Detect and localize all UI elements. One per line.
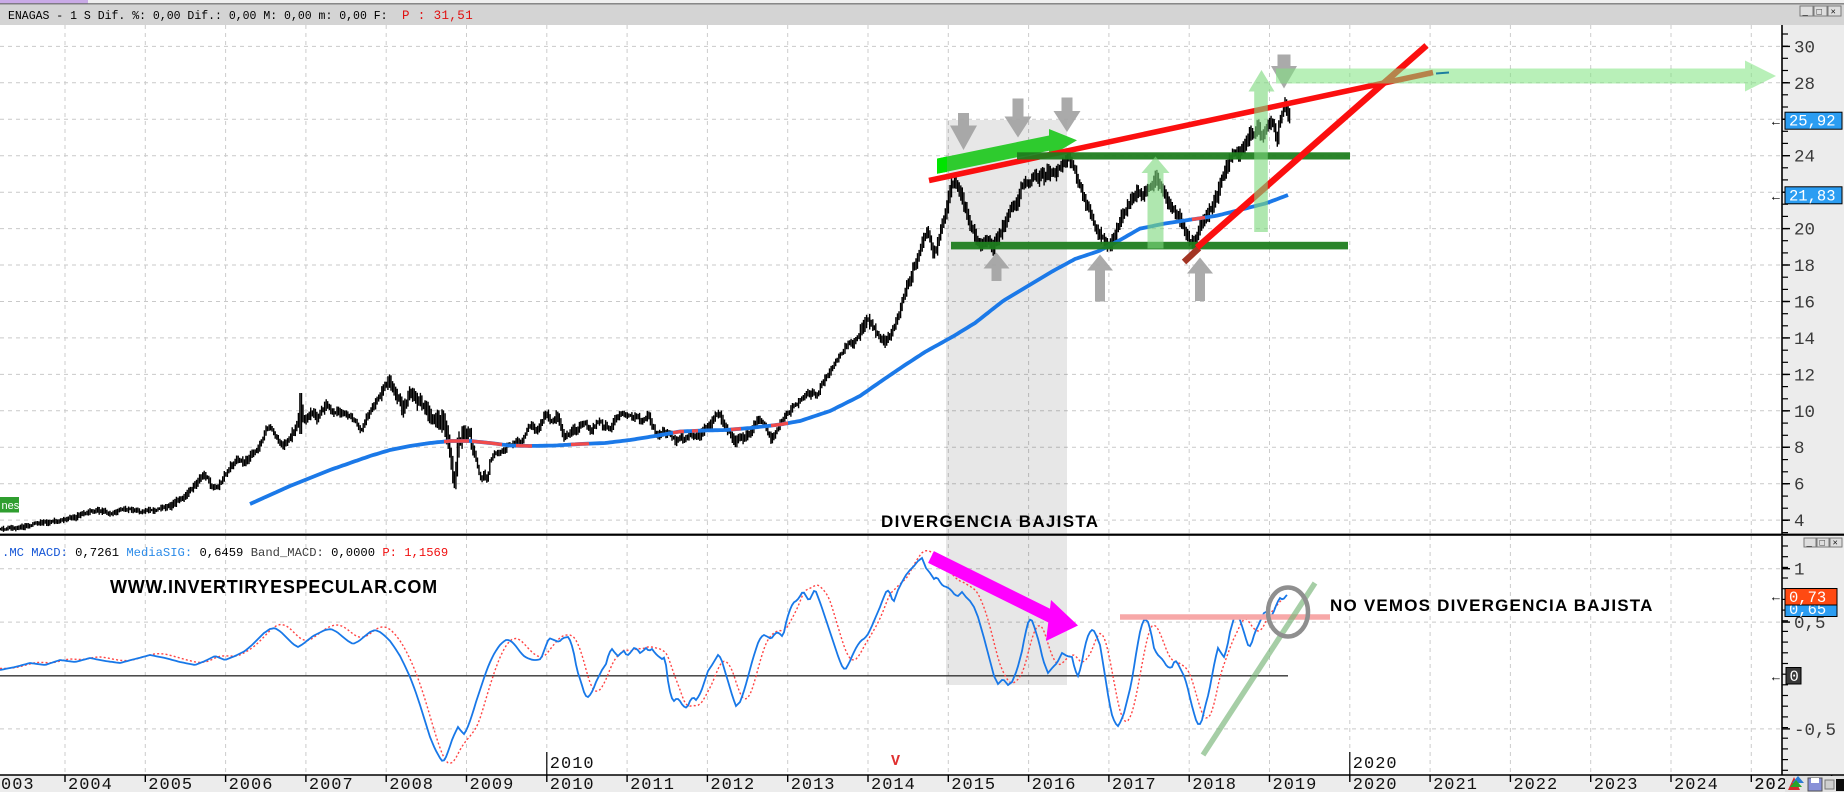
svg-text:□: □ — [1820, 539, 1826, 549]
svg-text:0,5: 0,5 — [1794, 614, 1826, 634]
svg-text:14: 14 — [1794, 330, 1815, 350]
svg-text:28: 28 — [1794, 75, 1815, 95]
svg-text:←: ← — [1772, 189, 1780, 204]
svg-text:21,83: 21,83 — [1789, 187, 1836, 205]
svg-text:20: 20 — [1794, 221, 1815, 241]
svg-text:←: ← — [1772, 590, 1780, 605]
svg-text:8: 8 — [1794, 439, 1805, 459]
svg-text:2012: 2012 — [710, 776, 755, 792]
svg-text:□: □ — [1817, 8, 1823, 18]
svg-text:2013: 2013 — [791, 776, 836, 792]
svg-text:2016: 2016 — [1032, 776, 1077, 792]
svg-text:10: 10 — [1794, 403, 1815, 423]
svg-text:ENAGAS - 1 S Dif. %: 0,00 Dif: ENAGAS - 1 S Dif. %: 0,00 Dif.: 0,00 M: … — [8, 10, 388, 23]
svg-text:2010: 2010 — [550, 755, 595, 774]
svg-text:×: × — [1833, 539, 1838, 549]
svg-text:003: 003 — [1, 776, 35, 792]
svg-text:30: 30 — [1794, 38, 1815, 58]
svg-text:2009: 2009 — [470, 776, 515, 792]
svg-text:6: 6 — [1794, 476, 1805, 496]
svg-text:202: 202 — [1754, 776, 1788, 792]
svg-text:←: ← — [1772, 115, 1780, 130]
svg-text:-0,5: -0,5 — [1794, 721, 1836, 741]
svg-text:2004: 2004 — [68, 776, 113, 792]
svg-text:2020: 2020 — [1353, 755, 1398, 774]
svg-text:0: 0 — [1790, 668, 1799, 686]
svg-text:.MC MACD: 0,7261 MediaSIG: 0,6: .MC MACD: 0,7261 MediaSIG: 0,6459 Band_M… — [2, 546, 448, 560]
svg-text:16: 16 — [1794, 294, 1815, 314]
svg-text:25,92: 25,92 — [1789, 113, 1836, 131]
svg-text:DIVERGENCIA BAJISTA: DIVERGENCIA BAJISTA — [881, 512, 1099, 531]
svg-text:2007: 2007 — [309, 776, 354, 792]
svg-text:2018: 2018 — [1192, 776, 1237, 792]
svg-text:2005: 2005 — [148, 776, 193, 792]
svg-text:2014: 2014 — [871, 776, 916, 792]
svg-text:2015: 2015 — [951, 776, 996, 792]
svg-text:WWW.INVERTIRYESPECULAR.COM: WWW.INVERTIRYESPECULAR.COM — [110, 577, 438, 597]
svg-text:2020: 2020 — [1353, 776, 1398, 792]
svg-text:P : 31,51: P : 31,51 — [402, 9, 473, 23]
svg-text:12: 12 — [1794, 366, 1815, 386]
svg-text:V: V — [891, 753, 900, 770]
svg-text:2021: 2021 — [1433, 776, 1478, 792]
svg-text:2011: 2011 — [630, 776, 675, 792]
svg-text:NO VEMOS DIVERGENCIA BAJISTA: NO VEMOS DIVERGENCIA BAJISTA — [1330, 596, 1654, 615]
svg-text:2008: 2008 — [389, 776, 434, 792]
svg-text:2010: 2010 — [550, 776, 595, 792]
svg-text:2022: 2022 — [1513, 776, 1558, 792]
svg-text:←: ← — [1772, 670, 1780, 685]
svg-text:4: 4 — [1794, 512, 1805, 532]
svg-text:2019: 2019 — [1273, 776, 1318, 792]
svg-text:×: × — [1831, 8, 1836, 18]
svg-text:nes: nes — [2, 500, 20, 512]
svg-text:18: 18 — [1794, 257, 1815, 277]
svg-text:2017: 2017 — [1112, 776, 1157, 792]
svg-text:_: _ — [1802, 8, 1809, 18]
svg-text:1: 1 — [1794, 561, 1805, 581]
svg-text:2024: 2024 — [1674, 776, 1719, 792]
svg-text:2023: 2023 — [1594, 776, 1639, 792]
svg-text:2006: 2006 — [229, 776, 274, 792]
svg-text:24: 24 — [1794, 148, 1815, 168]
svg-text:_: _ — [1806, 539, 1813, 549]
svg-text:0,73: 0,73 — [1789, 589, 1826, 607]
